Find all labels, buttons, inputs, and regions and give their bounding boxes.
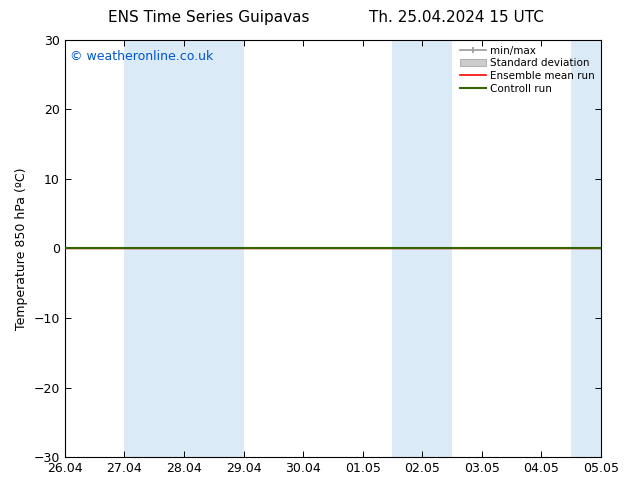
Bar — [154, 40, 214, 457]
Bar — [392, 40, 422, 457]
Text: © weatheronline.co.uk: © weatheronline.co.uk — [70, 50, 214, 63]
Bar — [422, 40, 452, 457]
Bar — [571, 40, 601, 457]
Bar — [214, 40, 243, 457]
Text: Th. 25.04.2024 15 UTC: Th. 25.04.2024 15 UTC — [369, 10, 544, 25]
Text: ENS Time Series Guipavas: ENS Time Series Guipavas — [108, 10, 310, 25]
Legend: min/max, Standard deviation, Ensemble mean run, Controll run: min/max, Standard deviation, Ensemble me… — [456, 43, 598, 97]
Y-axis label: Temperature 850 hPa (ºC): Temperature 850 hPa (ºC) — [15, 167, 28, 330]
Bar — [124, 40, 154, 457]
